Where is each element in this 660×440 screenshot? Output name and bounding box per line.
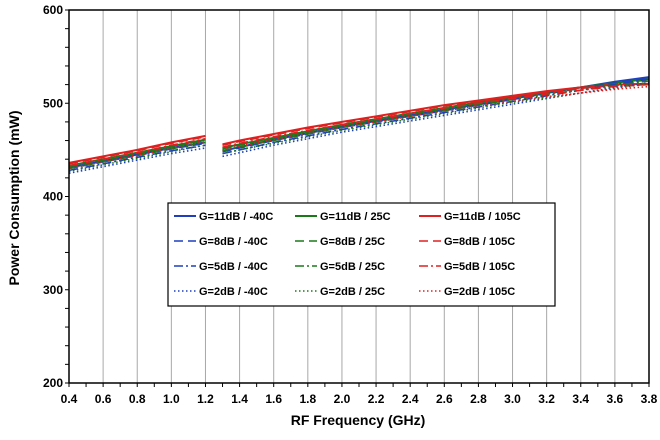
x-tick-label-0: 0.4 — [61, 392, 78, 406]
axes — [65, 9, 650, 387]
tick-labels: 0.4 0.6 0.8 1.0 1.2 1.4 1.6 1.8 2.0 2.2 2.4 2.6 2.8 3… — [43, 3, 658, 406]
legend-label-0: G=11dB / -40C — [199, 211, 273, 223]
legend-box — [167, 202, 556, 307]
legend-label-11: G=2dB / 105C — [444, 286, 515, 298]
series-line-10-seg-1 — [222, 82, 650, 155]
x-tick-label-3: 1.0 — [163, 392, 180, 406]
x-tick-label-2: 0.8 — [129, 392, 146, 406]
series-line-11-seg-0 — [68, 140, 206, 170]
legend-label-4: G=8dB / 25C — [320, 236, 385, 248]
legend-label-7: G=5dB / 25C — [320, 261, 385, 273]
x-tick-label-12: 2.8 — [470, 392, 487, 406]
grid — [68, 10, 650, 383]
x-tick-label-8: 2.0 — [334, 392, 351, 406]
series-line-5-seg-1 — [222, 83, 650, 146]
legend-label-3: G=8dB / -40C — [199, 236, 268, 248]
series-line-6-seg-0 — [68, 144, 206, 172]
series-line-10-seg-0 — [68, 144, 206, 173]
x-tick-label-6: 1.6 — [265, 392, 282, 406]
y-axis-title: Power Consumption (mW) — [6, 111, 22, 286]
y-tick-label-0: 200 — [43, 376, 63, 390]
y-tick-label-1: 300 — [43, 283, 63, 297]
x-tick-label-11: 2.6 — [436, 392, 453, 406]
x-tick-label-13: 3.0 — [504, 392, 521, 406]
y-tick-label-2: 400 — [43, 190, 63, 204]
legend: G=11dB / -40C G=11dB / 25C G=11dB / 105C G=… — [167, 202, 556, 307]
series-line-4-seg-0 — [68, 139, 206, 168]
legend-label-1: G=11dB / 25C — [320, 211, 391, 223]
series-line-8-seg-0 — [68, 137, 206, 167]
x-tick-label-9: 2.2 — [368, 392, 385, 406]
x-tick-label-17: 3.8 — [641, 392, 658, 406]
x-tick-label-10: 2.4 — [402, 392, 419, 406]
y-tick-label-4: 600 — [43, 3, 63, 17]
x-tick-label-5: 1.4 — [231, 392, 248, 406]
legend-label-8: G=5dB / 105C — [444, 261, 515, 273]
legend-label-5: G=8dB / 105C — [444, 236, 515, 248]
series-line-2-seg-0 — [68, 134, 206, 164]
series-lines — [68, 76, 650, 174]
x-tick-label-7: 1.8 — [299, 392, 316, 406]
legend-label-6: G=5dB / -40C — [199, 261, 268, 273]
legend-label-10: G=2dB / 25C — [320, 286, 385, 298]
series-line-9-seg-1 — [222, 81, 650, 158]
legend-label-9: G=2dB / -40C — [199, 286, 268, 298]
legend-label-2: G=11dB / 105C — [444, 211, 521, 223]
x-tick-label-1: 0.6 — [95, 392, 112, 406]
series-line-2-seg-1 — [222, 82, 650, 146]
y-tick-label-3: 500 — [43, 96, 63, 110]
series-line-9-seg-0 — [68, 147, 206, 174]
series-line-11-seg-1 — [222, 85, 650, 151]
x-tick-label-14: 3.2 — [538, 392, 555, 406]
x-tick-label-16: 3.6 — [607, 392, 624, 406]
x-tick-label-4: 1.2 — [197, 392, 214, 406]
plot-frame — [68, 9, 650, 384]
series-line-8-seg-1 — [222, 83, 650, 148]
x-axis-title: RF Frequency (GHz) — [291, 412, 426, 428]
series-line-5-seg-0 — [68, 136, 206, 165]
x-tick-label-15: 3.4 — [572, 392, 589, 406]
